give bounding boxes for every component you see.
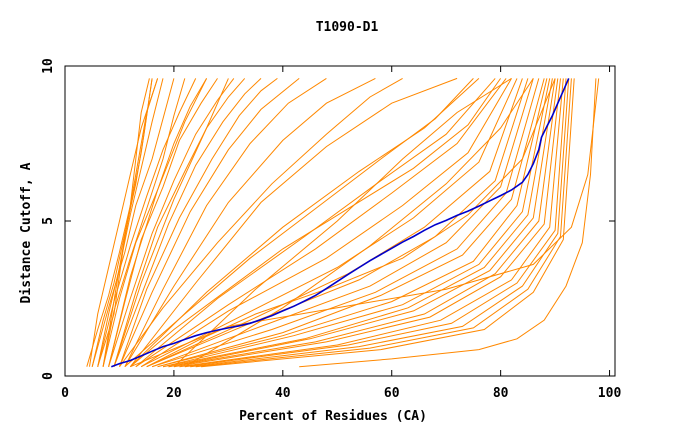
x-tick-label: 100 <box>598 386 622 401</box>
series-line-27 <box>157 78 545 368</box>
series-line-31 <box>168 78 556 368</box>
series-line-3 <box>89 78 159 367</box>
series-line-37 <box>195 78 572 368</box>
series-layer <box>86 77 600 368</box>
series-line-15 <box>124 77 327 367</box>
series-line-9 <box>108 78 218 367</box>
y-tick-label: 0 <box>41 372 56 380</box>
series-line-35 <box>184 78 567 368</box>
series-line-19 <box>135 78 496 368</box>
series-line-14 <box>119 78 300 367</box>
y-axis-label: Distance Cutoff, A <box>19 162 34 303</box>
chart-title: T1090-D1 <box>316 20 379 35</box>
series-line-30 <box>162 78 553 368</box>
series-line-10 <box>108 78 235 367</box>
series-line-32 <box>168 78 559 368</box>
x-axis: 0 20 40 60 80 100 <box>61 66 621 401</box>
series-line-26 <box>151 78 540 368</box>
x-tick-label: 40 <box>275 386 291 401</box>
x-tick-label: 80 <box>493 386 509 401</box>
series-line-4 <box>97 78 164 367</box>
series-line-5 <box>91 78 175 367</box>
x-tick-label: 60 <box>384 386 400 401</box>
series-line-12 <box>113 78 262 367</box>
x-axis-label: Percent of Residues (CA) <box>239 409 427 424</box>
series-line-29 <box>162 78 551 368</box>
y-axis: 0 5 10 <box>41 58 615 380</box>
y-tick-label: 10 <box>41 58 56 74</box>
series-line-36 <box>190 78 570 368</box>
highlight-layer <box>111 78 570 368</box>
series-line-21 <box>140 78 512 368</box>
series-line-47 <box>102 78 159 367</box>
series-line-33 <box>173 78 561 368</box>
series-line-24 <box>146 78 529 368</box>
series-line-45 <box>299 78 597 368</box>
series-line-50 <box>113 78 229 367</box>
series-line-22 <box>140 78 518 368</box>
series-line-28 <box>157 78 548 368</box>
series-line-39 <box>129 78 502 368</box>
series-line-48 <box>97 78 153 367</box>
series-line-44 <box>146 78 556 368</box>
x-tick-label: 20 <box>166 386 182 401</box>
series-line-40 <box>124 78 474 368</box>
y-tick-label: 5 <box>41 217 56 225</box>
series-line-13 <box>119 78 278 367</box>
series-line-38 <box>201 78 575 368</box>
series-line-43 <box>184 78 534 368</box>
x-tick-label: 0 <box>61 386 69 401</box>
series-line-1 <box>86 78 150 367</box>
series-line-16 <box>124 77 376 367</box>
series-line-20 <box>135 78 507 368</box>
highlighted-model-line <box>111 78 570 368</box>
series-line-42 <box>173 77 512 368</box>
series-line-25 <box>151 78 534 368</box>
series-line-11 <box>113 78 246 367</box>
series-line-17 <box>129 77 458 368</box>
series-line-41 <box>119 77 403 367</box>
series-line-46 <box>130 78 600 368</box>
series-line-23 <box>146 78 523 368</box>
series-line-34 <box>179 78 564 368</box>
series-line-49 <box>108 78 208 367</box>
